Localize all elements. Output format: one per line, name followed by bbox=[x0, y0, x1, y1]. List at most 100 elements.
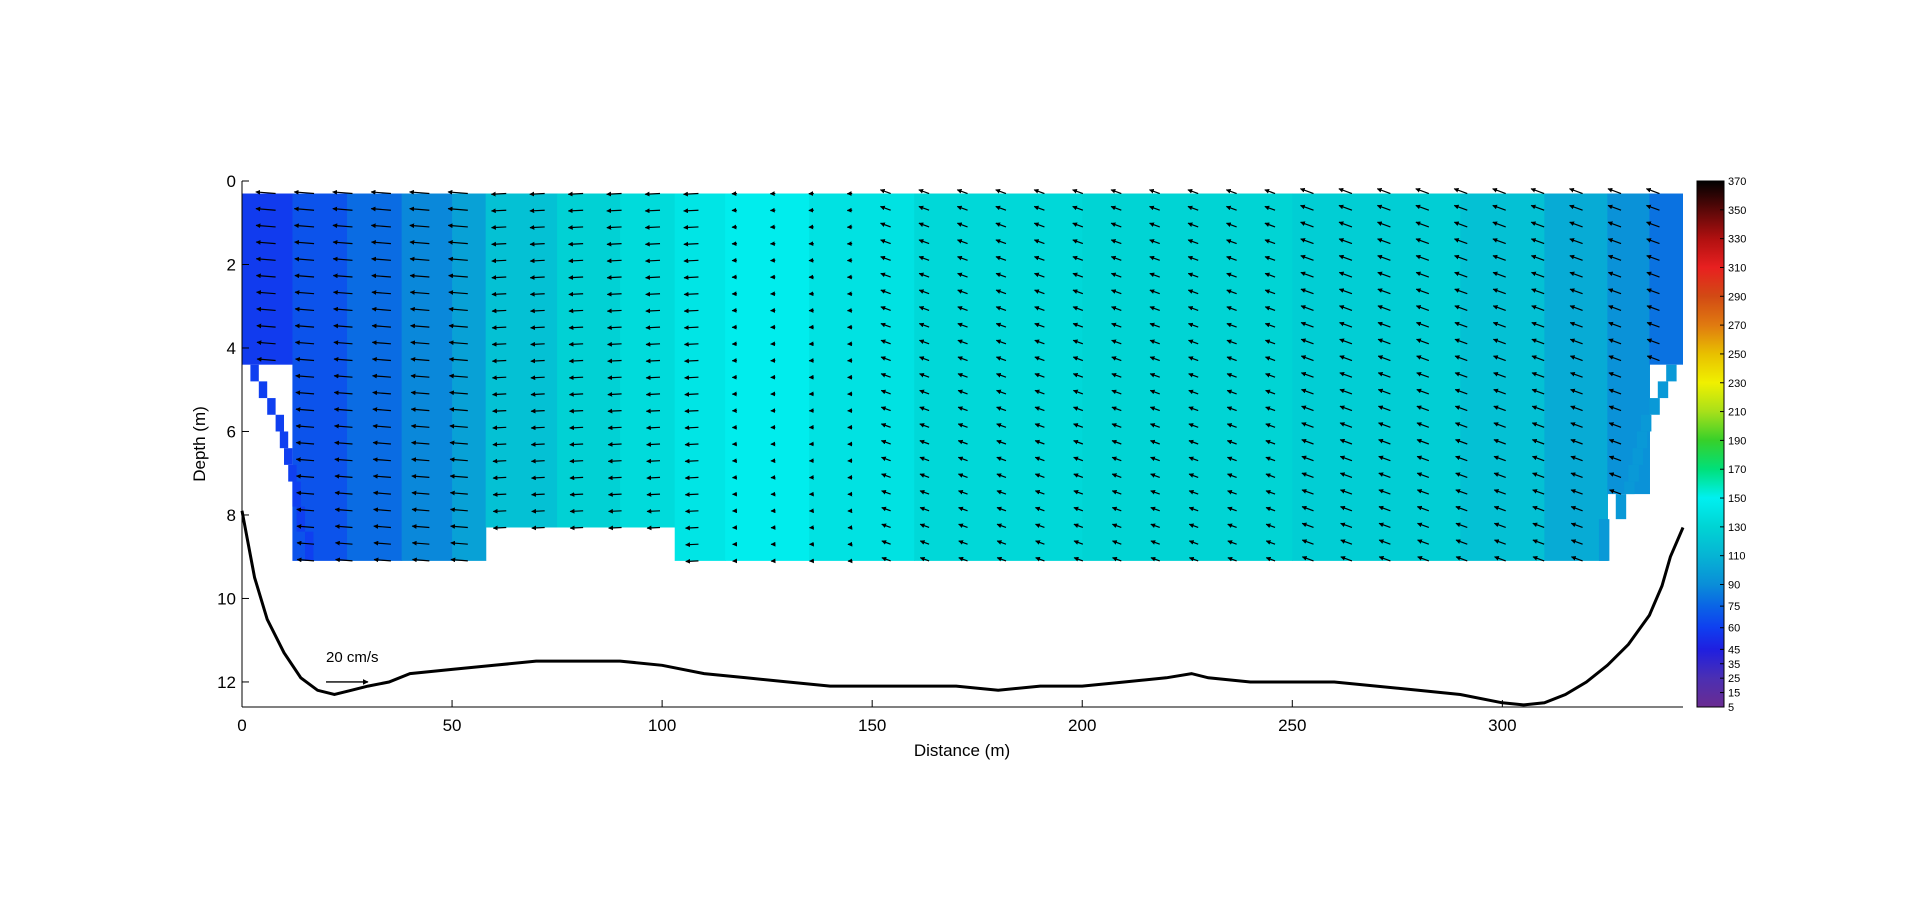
velocity-vector bbox=[1608, 388, 1622, 395]
colorbar-tick-label: 60 bbox=[1728, 623, 1740, 635]
velocity-vector bbox=[1608, 305, 1622, 311]
y-axis-label: Depth (m) bbox=[190, 406, 209, 482]
velocity-vector bbox=[409, 206, 430, 212]
velocity-vector bbox=[255, 189, 276, 195]
velocity-vector bbox=[1033, 222, 1045, 228]
velocity-vector bbox=[1492, 254, 1506, 261]
velocity-vector bbox=[1607, 271, 1622, 278]
velocity-vector bbox=[1150, 540, 1160, 545]
velocity-vector bbox=[449, 407, 468, 412]
velocity-vector bbox=[1111, 506, 1122, 512]
velocity-vector bbox=[1570, 505, 1583, 512]
velocity-vector bbox=[1570, 522, 1583, 529]
velocity-vector bbox=[531, 475, 545, 481]
velocity-vector bbox=[295, 373, 315, 379]
velocity-cell bbox=[1615, 494, 1627, 520]
velocity-cell bbox=[258, 381, 268, 399]
velocity-vector bbox=[529, 258, 545, 264]
velocity-vector bbox=[1265, 506, 1276, 512]
velocity-vector bbox=[1299, 187, 1314, 195]
velocity-vector bbox=[529, 241, 545, 247]
velocity-vector bbox=[1149, 306, 1160, 311]
velocity-vector bbox=[1455, 556, 1468, 562]
velocity-vector bbox=[957, 339, 968, 345]
velocity-vector bbox=[1608, 372, 1622, 378]
x-tick-label: 250 bbox=[1278, 716, 1306, 735]
velocity-vector bbox=[447, 189, 468, 195]
velocity-vector bbox=[568, 358, 584, 364]
velocity-vector bbox=[568, 391, 584, 397]
velocity-vector bbox=[491, 241, 507, 247]
velocity-vector bbox=[1453, 204, 1468, 211]
colorbar-ticks: 5 15 25 35 45 60 75 90 110 130 150 170 190 210 230 250 2… bbox=[1720, 176, 1746, 714]
velocity-vector bbox=[1378, 472, 1391, 478]
velocity-vector bbox=[1265, 439, 1276, 445]
velocity-vector bbox=[957, 289, 968, 295]
x-axis-label: Distance (m) bbox=[914, 741, 1010, 760]
velocity-vector bbox=[646, 508, 661, 514]
velocity-vector bbox=[918, 205, 930, 211]
velocity-vector bbox=[684, 375, 699, 381]
velocity-vector bbox=[646, 442, 661, 447]
velocity-vector bbox=[1227, 490, 1237, 495]
velocity-vector bbox=[530, 358, 545, 364]
velocity-vector bbox=[296, 507, 315, 513]
x-tick-label: 300 bbox=[1488, 716, 1516, 735]
velocity-vector bbox=[1493, 388, 1506, 395]
velocity-vectors bbox=[255, 187, 1660, 564]
velocity-vector bbox=[607, 442, 622, 447]
velocity-vector bbox=[919, 506, 930, 512]
velocity-vector bbox=[1226, 239, 1237, 245]
velocity-vector bbox=[1301, 539, 1314, 545]
velocity-vector bbox=[371, 290, 391, 295]
velocity-vector bbox=[1034, 473, 1045, 478]
velocity-vector bbox=[1265, 372, 1276, 378]
velocity-vector bbox=[1188, 423, 1199, 428]
velocity-vector bbox=[1453, 187, 1468, 195]
velocity-vector bbox=[530, 325, 545, 330]
velocity-cell bbox=[809, 193, 915, 561]
velocity-vector bbox=[995, 188, 1007, 195]
y-tick-label: 6 bbox=[227, 422, 236, 441]
velocity-vector bbox=[1226, 356, 1237, 362]
velocity-vector bbox=[881, 506, 891, 512]
velocity-vector bbox=[919, 406, 930, 412]
velocity-vector bbox=[880, 439, 891, 445]
velocity-vector bbox=[1301, 472, 1314, 478]
velocity-vector bbox=[409, 306, 430, 312]
colorbar-tick-label: 150 bbox=[1728, 493, 1746, 505]
velocity-vector bbox=[448, 340, 468, 346]
velocity-vector bbox=[919, 540, 930, 545]
velocity-vector bbox=[1035, 540, 1045, 545]
velocity-vector bbox=[1570, 539, 1583, 545]
velocity-vector bbox=[530, 375, 545, 381]
velocity-vector bbox=[1149, 205, 1160, 211]
velocity-vector bbox=[1264, 239, 1276, 245]
velocity-vector bbox=[1415, 271, 1430, 278]
velocity-vector bbox=[880, 272, 891, 278]
velocity-vector bbox=[450, 540, 468, 546]
y-tick-label: 4 bbox=[227, 339, 236, 358]
velocity-cell bbox=[914, 193, 1083, 561]
velocity-vector bbox=[1187, 255, 1199, 261]
velocity-vector bbox=[1493, 438, 1506, 445]
velocity-vector bbox=[1264, 272, 1276, 278]
velocity-vector bbox=[881, 540, 891, 545]
velocity-vector bbox=[1378, 505, 1391, 512]
velocity-vector bbox=[606, 325, 622, 330]
velocity-vector bbox=[1530, 204, 1545, 211]
velocity-vector bbox=[1492, 321, 1506, 328]
velocity-vector bbox=[447, 223, 468, 229]
velocity-vector bbox=[1531, 288, 1545, 295]
velocity-vector bbox=[1150, 556, 1160, 562]
velocity-vector bbox=[919, 456, 930, 462]
velocity-vector bbox=[1073, 423, 1084, 428]
velocity-vector bbox=[1569, 204, 1583, 211]
velocity-vector bbox=[684, 442, 699, 447]
velocity-vector bbox=[646, 475, 661, 481]
velocity-vector bbox=[1377, 321, 1391, 328]
velocity-vector bbox=[1300, 204, 1314, 211]
velocity-vector bbox=[1188, 389, 1199, 395]
velocity-vector bbox=[370, 223, 391, 229]
